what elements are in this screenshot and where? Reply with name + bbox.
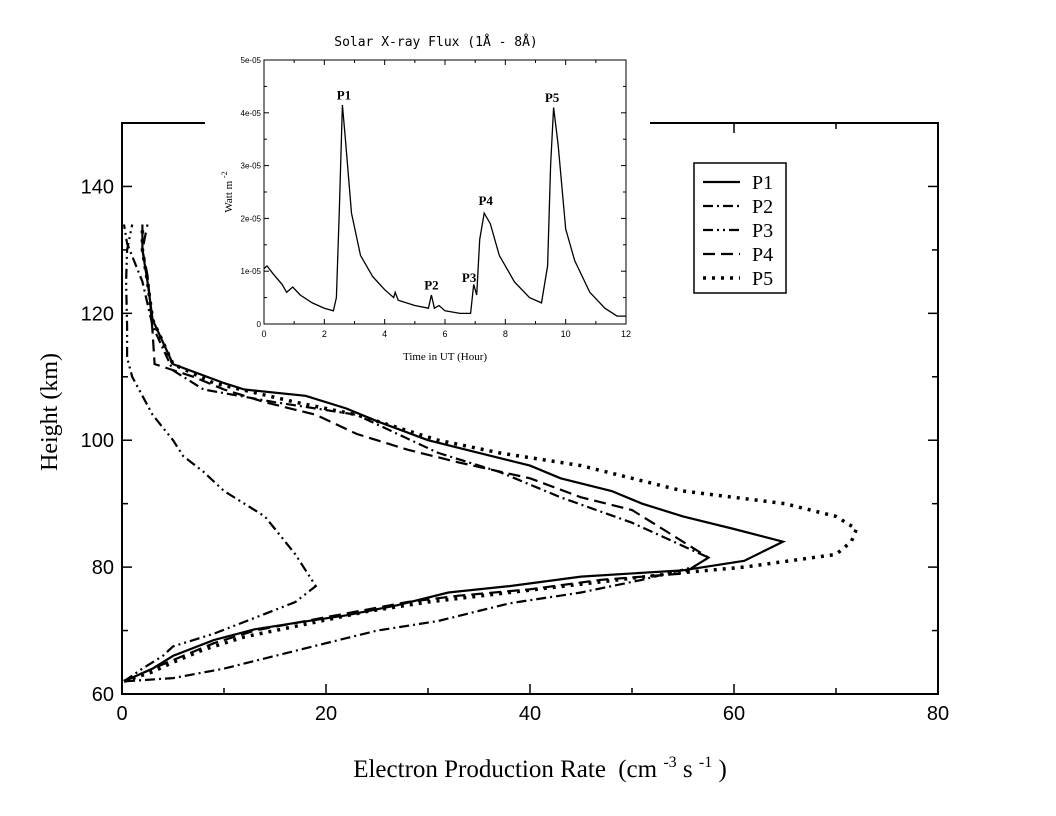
inset-x-tick-label: 2 [322, 329, 327, 339]
main-series [122, 224, 859, 683]
legend-label-p2: P2 [752, 196, 773, 218]
main-x-tick-label: 20 [315, 703, 337, 725]
inset-chart: 0 2 4 6 8 10 12 0 1e-05 2e-05 3e-05 4e-05 5e-05 P1 P2… [205, 28, 650, 373]
x-axis-title-unit-open: (cm [618, 756, 657, 783]
inset-y-tick-label: 0 [257, 320, 262, 329]
series-line-p4 [123, 224, 711, 683]
inset-plot-frame [263, 59, 627, 325]
inset-y-tick-label: 4e-05 [241, 109, 262, 118]
main-x-tick-label: 40 [519, 703, 541, 725]
inset-y-tick-label: 2e-05 [241, 214, 262, 223]
series-line-p2 [122, 224, 711, 683]
inset-series [263, 104, 626, 317]
peak-label-p4: P4 [478, 193, 493, 208]
x-axis-title-exp1: -3 [663, 754, 676, 771]
inset-y-tick-label: 5e-05 [241, 56, 262, 65]
inset-x-tick-label: 0 [261, 329, 266, 339]
legend-label-p1: P1 [752, 172, 773, 194]
inset-y-tick-label: 1e-05 [241, 267, 262, 276]
inset-y-axis-title: Watt m -2 [220, 171, 235, 212]
main-x-tick-label: 60 [723, 703, 745, 725]
x-axis-title-label: Electron Production Rate [353, 756, 606, 783]
series-line-p5 [123, 224, 859, 683]
peak-label-p5: P5 [545, 90, 560, 105]
main-y-tick-label: 100 [81, 430, 114, 452]
legend-box [693, 162, 787, 294]
peak-label-p1: P1 [337, 88, 351, 103]
inset-y-tick-label: 3e-05 [241, 162, 262, 171]
main-x-tick-label: 80 [927, 703, 949, 725]
main-x-axis-title: Electron Production Rate (cm -3 s -1 ) [353, 746, 727, 783]
inset-x-tick-label: 12 [621, 329, 631, 339]
main-y-tick-label: 120 [81, 303, 114, 325]
inset-ticks [263, 59, 627, 325]
inset-annotations: P1 P2 P3 P4 P5 [337, 88, 560, 293]
main-y-tick-label: 140 [81, 176, 114, 198]
x-axis-title-exp2: -1 [699, 754, 712, 771]
inset-y-axis-title-exp: -2 [220, 171, 229, 178]
inset-x-tick-label: 6 [442, 329, 447, 339]
main-y-axis-title: Height (km) [37, 353, 63, 471]
peak-label-p3: P3 [462, 270, 477, 285]
inset-x-tick-label: 4 [382, 329, 387, 339]
main-y-tick-label: 80 [92, 557, 114, 579]
x-axis-title-unit-mid: s [683, 756, 693, 783]
x-axis-title-unit-close: ) [718, 756, 726, 783]
inset-x-tick-label: 8 [503, 329, 508, 339]
inset-tick-labels: 0 2 4 6 8 10 12 0 1e-05 2e-05 3e-05 4e-05 5e-05 [241, 56, 631, 339]
inset-x-tick-label: 10 [561, 329, 571, 339]
main-y-tick-label: 60 [92, 684, 114, 706]
inset-title: Solar X-ray Flux (1Å - 8Å) [334, 34, 538, 50]
legend-label-p4: P4 [752, 244, 773, 266]
inset-y-axis-title-base: Watt m [223, 180, 235, 212]
legend-label-p5: P5 [752, 268, 773, 290]
inset-flux-line [263, 104, 626, 317]
main-x-tick-label: 0 [116, 703, 127, 725]
legend-label-p3: P3 [752, 220, 773, 242]
peak-label-p2: P2 [424, 278, 438, 293]
inset-x-axis-title: Time in UT (Hour) [403, 351, 487, 363]
